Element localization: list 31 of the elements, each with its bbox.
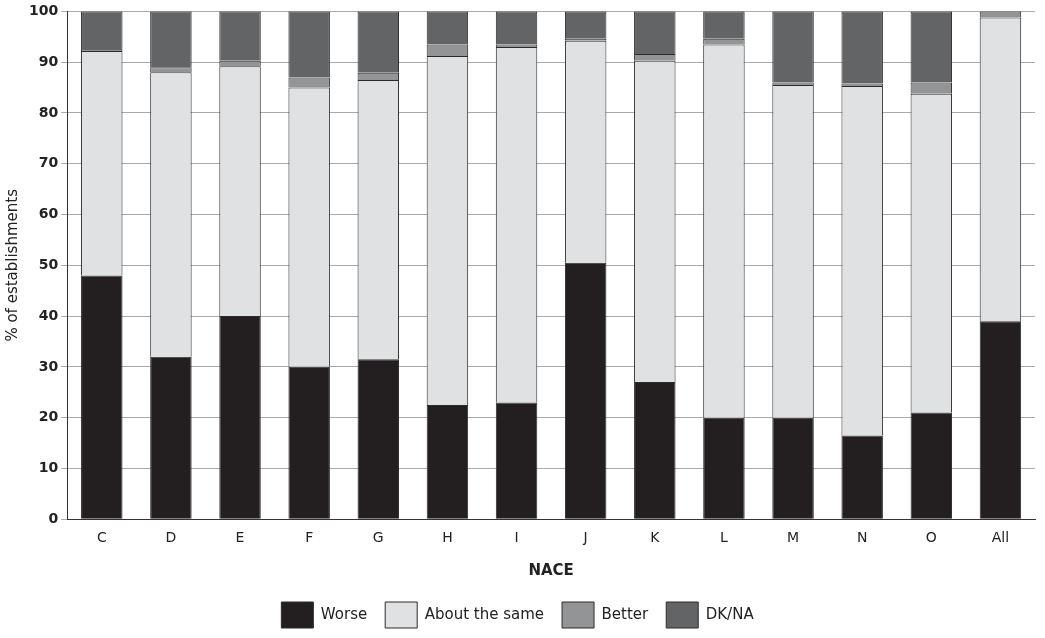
y-tick-label: 60 — [38, 205, 59, 222]
y-tick-label: 80 — [38, 103, 59, 120]
y-tick-label: 20 — [38, 408, 59, 425]
x-tick-label: G — [372, 529, 384, 546]
y-tick-label: 40 — [38, 306, 59, 323]
y-tick-label: 90 — [38, 52, 59, 69]
legend-label: DK/NA — [705, 604, 755, 623]
y-tick-label: 70 — [38, 154, 59, 171]
x-tick-label: K — [650, 529, 661, 546]
x-tick-label: F — [305, 529, 314, 546]
y-tick-label: 30 — [38, 357, 59, 374]
y-axis-title: % of establishments — [2, 188, 21, 342]
legend-label: Worse — [320, 604, 368, 623]
x-axis-title: NACE — [528, 560, 574, 579]
x-tick-label: I — [514, 529, 519, 546]
y-tick-label: 50 — [38, 255, 59, 272]
x-tick-label: C — [96, 529, 107, 546]
legend-label: Better — [601, 604, 650, 623]
y-tick-label: 10 — [38, 459, 59, 476]
y-tick-label: 100 — [28, 2, 59, 19]
y-tick-label: 0 — [48, 509, 59, 526]
legend-label: About the same — [424, 604, 545, 623]
x-tick-label: N — [856, 529, 868, 546]
x-tick-label: L — [720, 529, 729, 546]
x-tick-label: H — [442, 529, 453, 546]
x-tick-label: M — [787, 529, 800, 546]
x-tick-label: O — [925, 529, 937, 546]
x-tick-label: All — [991, 529, 1010, 546]
x-tick-label: E — [235, 529, 245, 546]
x-tick-label: D — [165, 529, 177, 546]
x-tick-label: J — [582, 529, 588, 546]
